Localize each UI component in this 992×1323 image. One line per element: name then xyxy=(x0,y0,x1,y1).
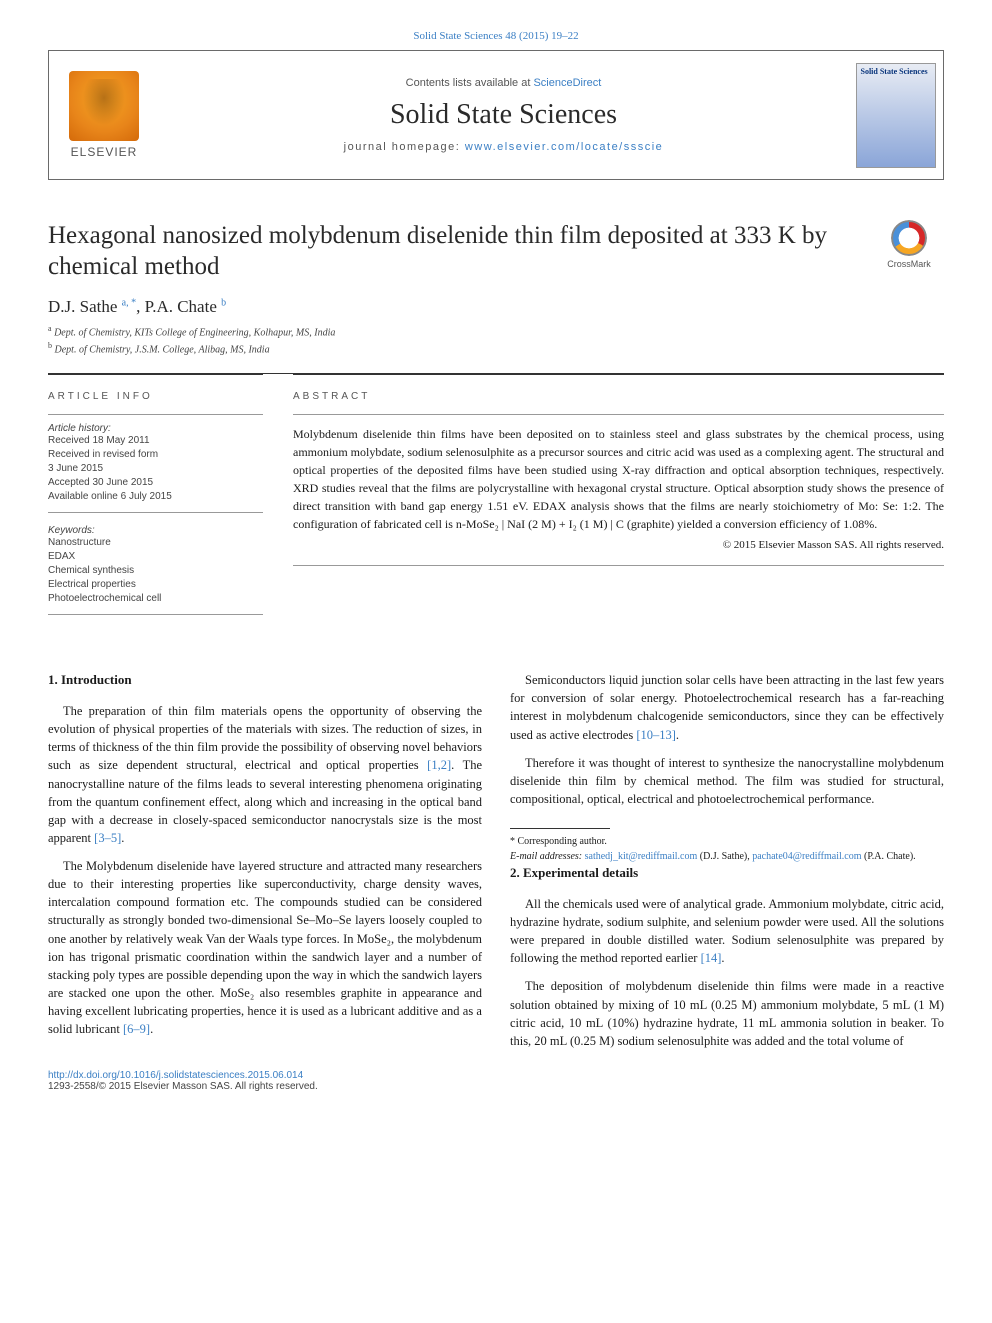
intro-heading: 1. Introduction xyxy=(48,671,482,690)
abstract-text: Molybdenum diselenide thin films have be… xyxy=(293,425,944,533)
article-info-panel: ARTICLE INFO Article history: Received 1… xyxy=(48,374,263,623)
doi-link[interactable]: http://dx.doi.org/10.1016/j.solidstatesc… xyxy=(48,1070,303,1081)
body-paragraph: The preparation of thin film materials o… xyxy=(48,702,482,847)
article-info-label: ARTICLE INFO xyxy=(48,391,263,402)
crossmark-widget[interactable]: CrossMark xyxy=(874,220,944,269)
contents-available-line: Contents lists available at ScienceDirec… xyxy=(159,77,848,89)
keywords-head: Keywords: xyxy=(48,525,263,536)
body-paragraph: The Molybdenum diselenide have layered s… xyxy=(48,857,482,1038)
history-head: Article history: xyxy=(48,423,263,434)
keywords-list: NanostructureEDAXChemical synthesisElect… xyxy=(48,536,263,606)
crossmark-label: CrossMark xyxy=(887,259,931,269)
email-addresses: E-mail addresses: sathedj_kit@rediffmail… xyxy=(510,850,944,865)
body-paragraph: The deposition of molybdenum diselenide … xyxy=(510,977,944,1050)
abstract-panel: ABSTRACT Molybdenum diselenide thin film… xyxy=(293,374,944,623)
corresponding-author: * Corresponding author. xyxy=(510,835,944,850)
journal-homepage-line: journal homepage: www.elsevier.com/locat… xyxy=(159,141,848,153)
cover-title: Solid State Sciences xyxy=(861,68,931,77)
email-name-1: (D.J. Sathe), xyxy=(697,851,752,862)
elsevier-logo: ELSEVIER xyxy=(49,51,159,179)
citation-line: Solid State Sciences 48 (2015) 19–22 xyxy=(48,30,944,42)
journal-title: Solid State Sciences xyxy=(159,99,848,131)
article-title: Hexagonal nanosized molybdenum diselenid… xyxy=(48,220,864,283)
sciencedirect-link[interactable]: ScienceDirect xyxy=(533,77,601,89)
journal-header: ELSEVIER Contents lists available at Sci… xyxy=(48,50,944,180)
email-label: E-mail addresses: xyxy=(510,851,582,862)
footnotes: * Corresponding author. E-mail addresses… xyxy=(510,835,944,864)
experimental-heading: 2. Experimental details xyxy=(510,864,944,883)
email-link-2[interactable]: pachate04@rediffmail.com xyxy=(752,851,861,862)
footnote-separator xyxy=(510,828,610,829)
email-link-1[interactable]: sathedj_kit@rediffmail.com xyxy=(585,851,698,862)
email-name-2: (P.A. Chate). xyxy=(862,851,916,862)
journal-homepage-link[interactable]: www.elsevier.com/locate/ssscie xyxy=(465,141,663,153)
article-body: 1. Introduction The preparation of thin … xyxy=(48,671,944,1054)
copyright-line: © 2015 Elsevier Masson SAS. All rights r… xyxy=(293,539,944,551)
issn-copyright: 1293-2558/© 2015 Elsevier Masson SAS. Al… xyxy=(48,1081,318,1092)
history-list: Received 18 May 2011Received in revised … xyxy=(48,434,263,504)
journal-cover-image: Solid State Sciences xyxy=(856,63,936,168)
body-paragraph: Semiconductors liquid junction solar cel… xyxy=(510,671,944,744)
abstract-label: ABSTRACT xyxy=(293,391,944,402)
elsevier-tree-icon xyxy=(69,71,139,141)
crossmark-icon xyxy=(891,220,927,256)
body-paragraph: Therefore it was thought of interest to … xyxy=(510,754,944,808)
doi-block: http://dx.doi.org/10.1016/j.solidstatesc… xyxy=(48,1070,944,1092)
homepage-prefix: journal homepage: xyxy=(344,141,465,153)
journal-cover: Solid State Sciences xyxy=(848,51,943,179)
authors-line: D.J. Sathe a, *, P.A. Chate b xyxy=(48,297,944,317)
contents-prefix: Contents lists available at xyxy=(406,77,534,89)
affiliations: a Dept. of Chemistry, KITs College of En… xyxy=(48,323,944,358)
elsevier-label: ELSEVIER xyxy=(71,145,138,159)
body-paragraph: All the chemicals used were of analytica… xyxy=(510,895,944,968)
